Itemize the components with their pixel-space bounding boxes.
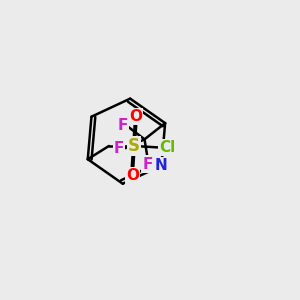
Text: Cl: Cl [159,140,176,155]
Text: O: O [129,109,142,124]
Text: F: F [142,157,153,172]
Text: O: O [126,168,139,183]
Text: F: F [114,141,124,156]
Text: S: S [128,137,140,155]
Text: N: N [155,158,168,173]
Text: F: F [118,118,128,133]
